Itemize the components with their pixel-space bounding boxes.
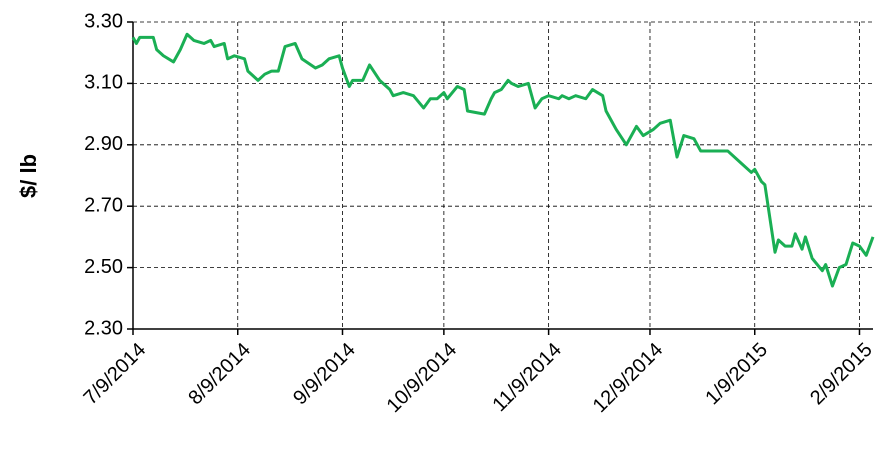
y-tick-label: 2.30 [84,317,123,339]
x-tick-label: 10/9/2014 [383,339,461,417]
x-tick-label: 2/9/2015 [806,339,876,410]
x-tick-label: 12/9/2014 [589,339,667,417]
x-tick-label: 7/9/2014 [80,339,151,410]
x-tick-label: 1/9/2015 [701,339,772,410]
x-tick-label: 9/9/2014 [289,339,360,410]
price-line [131,32,875,288]
y-tick-label: 3.30 [84,10,123,32]
x-tick-label: 11/9/2014 [488,339,565,416]
y-tick-label: 3.10 [84,72,123,94]
y-tick-label: 2.50 [84,256,123,278]
y-axis-label: $/ lb [16,154,41,198]
x-tick-label: 8/9/2014 [184,339,255,410]
y-tick-label: 2.70 [84,194,123,216]
y-tick-label: 2.90 [84,133,123,155]
